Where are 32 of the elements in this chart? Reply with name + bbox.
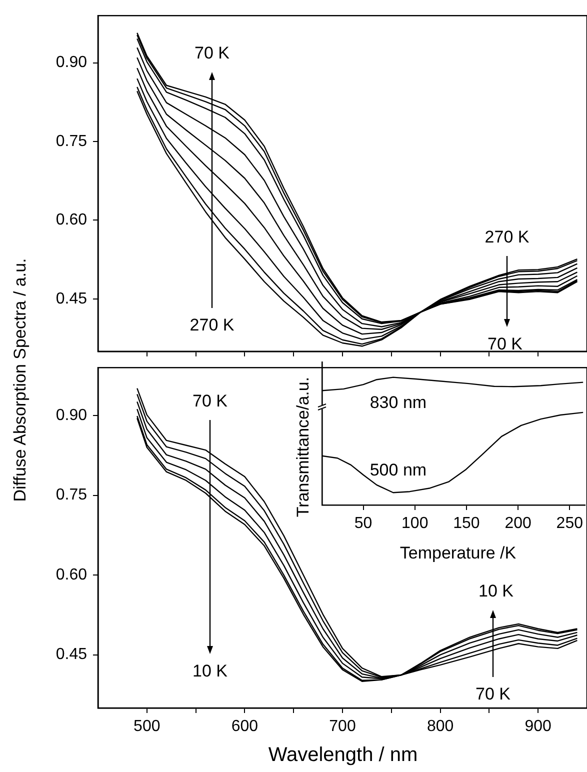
x-tick-label: 250: [556, 515, 584, 532]
y-tick-label: 0.45: [56, 290, 88, 308]
y-axis-title: Transmittance/a.u.: [294, 376, 312, 518]
y-tick-label: 0.90: [56, 406, 88, 424]
y-tick-label: 0.60: [56, 566, 88, 584]
x-axis-title: Wavelength / nm: [268, 744, 418, 766]
y-axis-title: Diffuse Absorption Spectra / a.u.: [10, 258, 30, 502]
x-axis-title: Temperature /K: [400, 544, 516, 562]
y-tick-label: 0.75: [56, 132, 88, 150]
annotation: 70 K: [488, 334, 524, 354]
annotation: 270 K: [484, 228, 530, 247]
series-label: 500 nm: [370, 460, 427, 480]
series-label: 830 nm: [370, 393, 427, 412]
x-tick-label: 500: [134, 718, 160, 736]
y-tick-label: 0.90: [56, 54, 88, 72]
x-tick-label: 200: [504, 515, 532, 532]
x-tick-label: 800: [426, 718, 454, 736]
annotation: 10 K: [478, 582, 514, 601]
x-tick-label: 100: [402, 515, 428, 532]
annotation: 270 K: [190, 316, 235, 335]
x-tick-label: 50: [354, 515, 372, 532]
y-tick-label: 0.75: [56, 486, 88, 504]
x-tick-label: 700: [329, 718, 356, 736]
x-tick-label: 900: [524, 718, 552, 736]
annotation: 70 K: [194, 44, 230, 63]
annotation: 10 K: [192, 662, 228, 681]
annotation: 70 K: [192, 392, 228, 411]
x-tick-label: 600: [231, 718, 258, 736]
x-tick-label: 150: [453, 515, 480, 532]
y-tick-label: 0.60: [56, 212, 88, 229]
y-tick-label: 0.45: [56, 646, 88, 664]
annotation: 70 K: [476, 684, 512, 704]
